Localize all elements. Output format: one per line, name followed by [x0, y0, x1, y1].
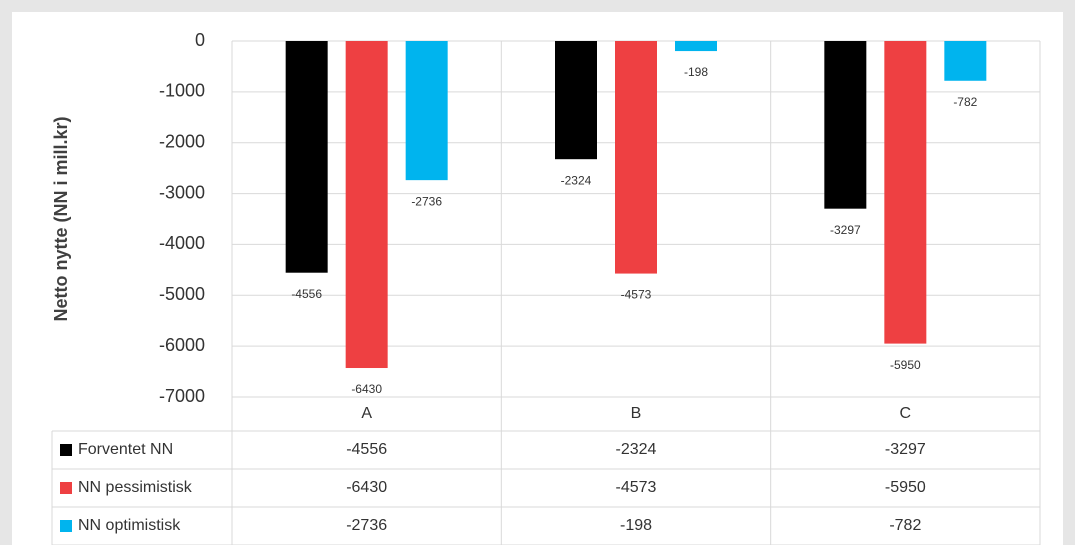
data-label: -2324	[561, 173, 592, 187]
data-label: -4556	[291, 287, 322, 301]
y-tick-label: -5000	[159, 284, 205, 304]
x-tick-label: B	[631, 405, 642, 422]
legend-label: Forventet NN	[78, 441, 173, 458]
table-cell: -2736	[346, 517, 387, 534]
y-tick-label: -4000	[159, 233, 205, 253]
table-cell: -782	[889, 517, 921, 534]
bar	[555, 41, 597, 160]
y-tick-label: 0	[195, 30, 205, 50]
bar	[345, 41, 388, 369]
bar	[405, 41, 448, 181]
y-tick-label: -6000	[159, 335, 205, 355]
y-axis-label: Netto nytte (NN i mill.kr)	[51, 116, 71, 321]
legend-label: NN optimistisk	[78, 517, 181, 534]
x-tick-label: C	[900, 405, 912, 422]
table-cell: -4573	[616, 479, 657, 496]
table-cell: -6430	[346, 479, 387, 496]
y-tick-label: -3000	[159, 182, 205, 202]
legend-swatch	[60, 482, 72, 494]
table-cell: -3297	[885, 441, 926, 458]
table-cell: -5950	[885, 479, 926, 496]
data-label: -6430	[351, 382, 382, 396]
table-cell: -2324	[616, 441, 657, 458]
data-label: -3297	[830, 223, 861, 237]
y-tick-label: -7000	[159, 386, 205, 406]
y-tick-label: -2000	[159, 131, 205, 151]
data-label: -4573	[621, 288, 652, 302]
legend-label: NN pessimistisk	[78, 479, 193, 496]
legend-swatch	[60, 520, 72, 532]
y-tick-label: -1000	[159, 81, 205, 101]
data-label: -5950	[890, 358, 921, 372]
legend-swatch	[60, 444, 72, 456]
bar	[675, 41, 717, 52]
table-cell: -198	[620, 517, 652, 534]
x-tick-label: A	[361, 405, 372, 422]
data-label: -782	[953, 95, 977, 109]
bar	[944, 41, 987, 81]
bar	[285, 41, 328, 273]
data-label: -2736	[411, 194, 442, 208]
bar	[884, 41, 927, 344]
table-cell: -4556	[346, 441, 387, 458]
bar	[615, 41, 657, 274]
data-label: -198	[684, 65, 708, 79]
bar	[824, 41, 867, 209]
